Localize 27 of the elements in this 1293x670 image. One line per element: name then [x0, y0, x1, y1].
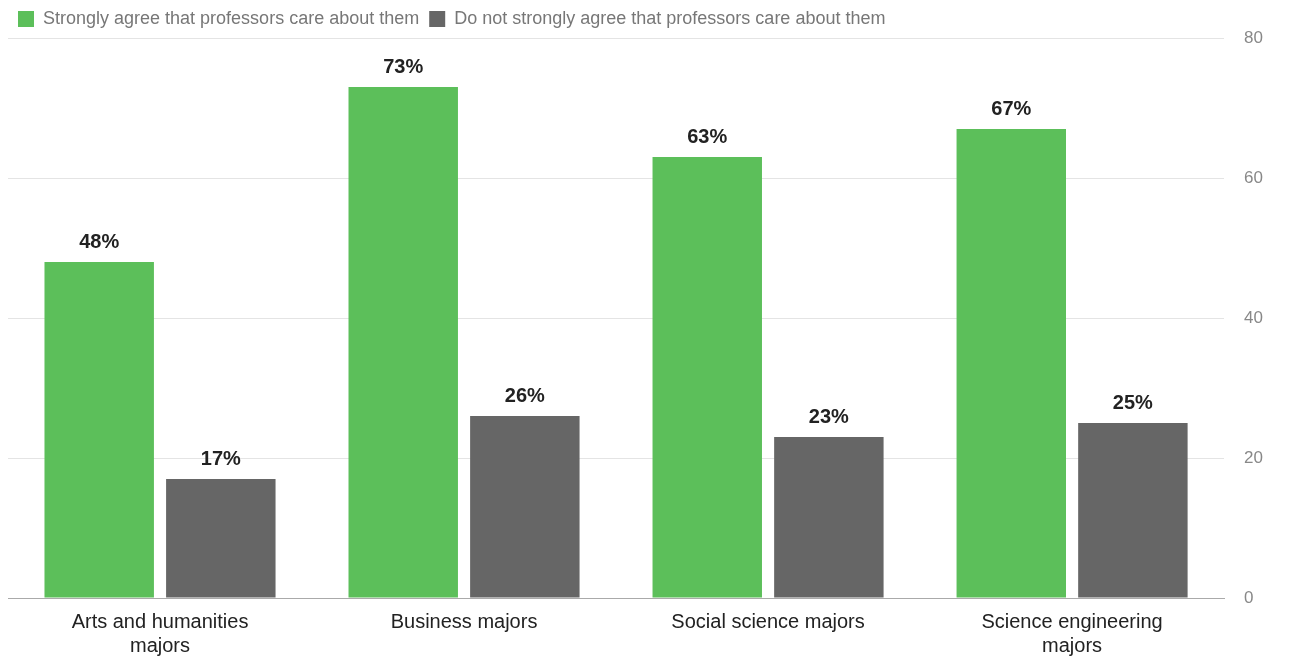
- bar: [166, 479, 276, 598]
- data-label: 73%: [383, 54, 424, 77]
- data-label: 23%: [808, 404, 850, 427]
- bar: [774, 437, 884, 598]
- bar: [1078, 423, 1188, 598]
- data-label: 17%: [200, 446, 242, 469]
- x-tick-label: Science engineering majors: [981, 609, 1163, 656]
- y-tick-label: 20: [1244, 447, 1264, 467]
- y-tick-label: 60: [1244, 167, 1264, 187]
- data-label: 25%: [1112, 390, 1154, 413]
- legend-label: Strongly agree that professors care about them: [43, 7, 420, 28]
- x-tick-label: Arts and humanities majors: [71, 609, 249, 656]
- bar: [956, 129, 1066, 598]
- y-tick-label: 80: [1244, 27, 1264, 47]
- data-label: 48%: [79, 229, 120, 252]
- data-label: 67%: [991, 96, 1032, 119]
- bar: [44, 262, 154, 598]
- legend-label: Do not strongly agree that professors care about them: [454, 7, 886, 28]
- bar: [348, 87, 458, 598]
- data-label: 26%: [504, 383, 546, 406]
- x-tick-label: Business majors: [390, 609, 538, 632]
- y-tick-label: 40: [1244, 307, 1264, 327]
- data-label: 63%: [687, 124, 728, 147]
- x-tick-label: Social science majors: [671, 609, 865, 632]
- bar: [470, 416, 580, 598]
- y-tick-label: 0: [1244, 587, 1254, 607]
- bar: [652, 157, 762, 598]
